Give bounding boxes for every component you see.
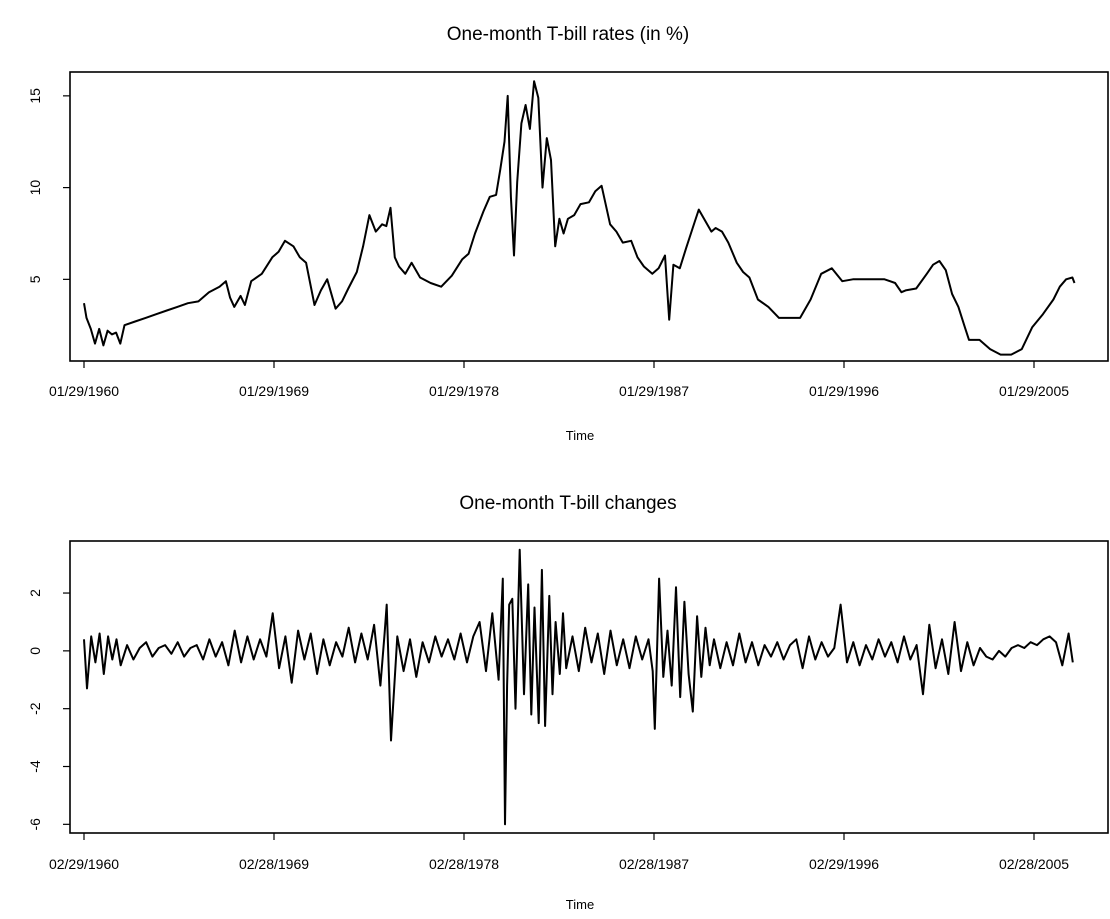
changes-x-axis: 02/29/1960 02/28/1969 02/28/1978 02/28/1987… bbox=[49, 833, 1069, 872]
changes-y-tick-label: 0 bbox=[27, 647, 43, 655]
changes-y-tick-label: -2 bbox=[27, 702, 43, 715]
rates-chart-title: One-month T-bill rates (in %) bbox=[447, 24, 690, 45]
rates-y-tick-label: 5 bbox=[27, 275, 43, 283]
changes-x-tick-label: 02/28/1969 bbox=[239, 856, 309, 872]
rates-series-line bbox=[83, 80, 1076, 356]
rates-x-axis: 01/29/1960 01/29/1969 01/29/1978 01/29/1987… bbox=[49, 361, 1069, 399]
changes-y-tick-label: -4 bbox=[27, 760, 43, 773]
changes-x-tick-label: 02/28/2005 bbox=[999, 856, 1069, 872]
rates-y-axis: 5 10 15 bbox=[27, 88, 70, 283]
rates-x-tick-label: 01/29/1996 bbox=[809, 383, 879, 399]
changes-y-axis: -6 -4 -2 0 2 bbox=[27, 589, 70, 831]
rates-x-tick-label: 01/29/2005 bbox=[999, 383, 1069, 399]
rates-x-tick-label: 01/29/1978 bbox=[429, 383, 499, 399]
changes-y-tick-label: -6 bbox=[27, 818, 43, 831]
rates-panel: One-month T-bill rates (in %) 5 10 15 01/2… bbox=[27, 24, 1109, 443]
changes-x-tick-label: 02/28/1978 bbox=[429, 856, 499, 872]
changes-x-tick-label: 02/29/1996 bbox=[809, 856, 879, 872]
changes-plot-frame bbox=[69, 540, 1109, 834]
changes-panel: One-month T-bill changes -6 -4 -2 0 2 02/29/… bbox=[27, 493, 1109, 912]
rates-y-tick-label: 15 bbox=[27, 88, 43, 104]
rates-x-tick-label: 01/29/1969 bbox=[239, 383, 309, 399]
changes-y-tick-label: 2 bbox=[27, 589, 43, 597]
rates-plot-frame bbox=[69, 71, 1109, 362]
rates-y-tick-label: 10 bbox=[27, 180, 43, 196]
changes-chart-title: One-month T-bill changes bbox=[459, 493, 676, 514]
changes-x-axis-label: Time bbox=[566, 897, 594, 912]
rates-x-tick-label: 01/29/1987 bbox=[619, 383, 689, 399]
rates-x-tick-label: 01/29/1960 bbox=[49, 383, 119, 399]
rates-x-axis-label: Time bbox=[566, 428, 594, 443]
changes-x-tick-label: 02/28/1987 bbox=[619, 856, 689, 872]
changes-x-tick-label: 02/29/1960 bbox=[49, 856, 119, 872]
changes-series-line bbox=[83, 548, 1074, 826]
